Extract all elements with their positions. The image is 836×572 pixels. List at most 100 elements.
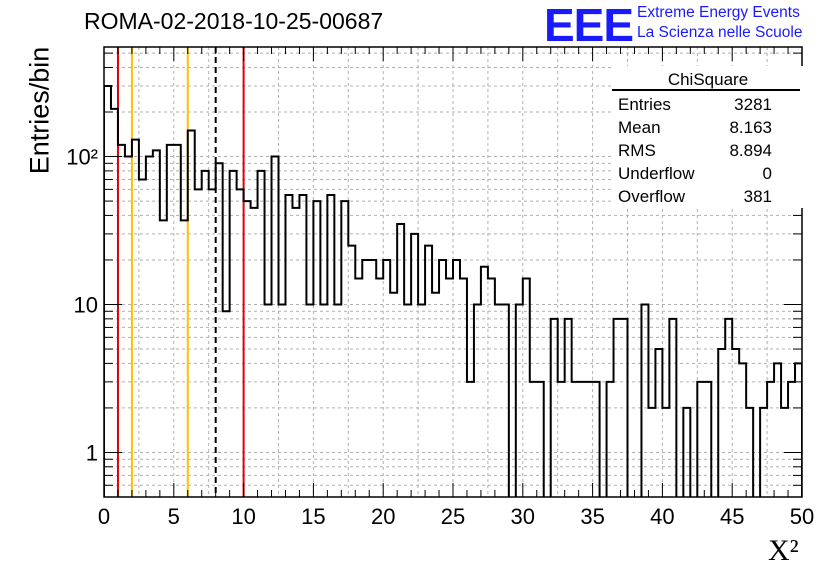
histogram-bin: [558, 382, 565, 497]
x-tick-label: 50: [790, 504, 814, 529]
histogram-bin: [202, 171, 209, 497]
x-tick-label: 25: [441, 504, 465, 529]
histogram-bin: [565, 319, 572, 497]
histogram-bin: [683, 408, 690, 497]
histogram-bin: [139, 179, 146, 497]
histogram-bin: [299, 195, 306, 497]
eee-logo: EEE: [544, 0, 634, 51]
histogram-bin: [181, 220, 188, 497]
histogram-bin: [467, 382, 474, 497]
histogram-bin: [313, 201, 320, 497]
histogram-bin: [697, 382, 704, 497]
histogram-bin: [397, 224, 404, 497]
histogram-bin: [446, 278, 453, 497]
histogram-bin: [746, 408, 753, 497]
histogram-bin: [327, 195, 334, 497]
histogram-bin: [439, 260, 446, 497]
histogram-bin: [306, 305, 313, 497]
histogram-bin: [195, 189, 202, 497]
histogram-bin: [488, 278, 495, 497]
histogram-bin: [704, 382, 711, 497]
x-tick-label: 15: [301, 504, 325, 529]
histogram-bin: [425, 246, 432, 497]
histogram-bin: [732, 349, 739, 497]
histogram-bin: [432, 293, 439, 497]
stats-value: 8.894: [729, 141, 772, 160]
histogram-bin: [579, 382, 586, 497]
histogram-bin: [537, 382, 544, 497]
x-tick-label: 0: [98, 504, 110, 529]
histogram-bin: [223, 311, 230, 497]
chart-title: ROMA-02-2018-10-25-00687: [84, 8, 384, 34]
histogram-bin: [390, 293, 397, 497]
histogram-bin: [348, 246, 355, 497]
histogram-bin: [669, 319, 676, 497]
histogram-bin: [655, 349, 662, 497]
histogram-bin: [404, 305, 411, 497]
histogram-bin: [355, 278, 362, 497]
histogram-bin: [167, 145, 174, 497]
histogram-bin: [118, 145, 125, 497]
histogram-bin: [572, 382, 579, 497]
histogram-bin: [237, 189, 244, 497]
histogram-bin: [411, 234, 418, 497]
stats-label: Entries: [618, 95, 671, 114]
histogram-bin: [453, 260, 460, 497]
histogram-bin: [474, 305, 481, 497]
y-tick-label: 10²: [66, 145, 98, 170]
histogram-bin: [216, 163, 223, 497]
histogram-bin: [495, 305, 502, 497]
histogram-bin: [795, 363, 802, 497]
histogram-bin: [593, 382, 600, 497]
histogram-bin: [767, 382, 774, 497]
histogram-bin: [530, 382, 537, 497]
histogram-bin: [369, 260, 376, 497]
x-tick-label: 35: [580, 504, 604, 529]
x-tick-label: 45: [720, 504, 744, 529]
histogram-bin: [251, 208, 258, 497]
y-tick-label: 10: [74, 293, 98, 318]
histogram-bin: [383, 260, 390, 497]
x-axis-label: X²: [768, 534, 799, 567]
histogram-bin: [362, 260, 369, 497]
histogram-bin: [662, 408, 669, 497]
histogram-bin: [341, 201, 348, 497]
x-tick-label: 40: [650, 504, 674, 529]
histogram-bin: [621, 319, 628, 497]
histogram-bin: [104, 86, 111, 497]
stats-label: Mean: [618, 118, 661, 137]
histogram-bin: [272, 157, 279, 497]
histogram-bin: [788, 382, 795, 497]
histogram-bin: [586, 382, 593, 497]
histogram-bin: [125, 157, 132, 497]
histogram-bin: [279, 305, 286, 497]
histogram-bin: [739, 363, 746, 497]
histogram-bin: [111, 109, 118, 497]
stats-label: Underflow: [618, 164, 695, 183]
histogram-bin: [230, 171, 237, 497]
x-tick-label: 10: [231, 504, 255, 529]
logo-line-2: La Scienza nelle Scuole: [637, 24, 803, 41]
histogram-bin: [320, 305, 327, 497]
histogram-bin: [209, 189, 216, 497]
histogram-bin: [153, 150, 160, 497]
histogram-bin: [760, 408, 767, 497]
histogram-bin: [244, 201, 251, 497]
x-tick-label: 20: [371, 504, 395, 529]
x-tick-label: 5: [168, 504, 180, 529]
histogram-bin: [551, 319, 558, 497]
histogram-bin: [418, 305, 425, 497]
histogram-bin: [516, 305, 523, 497]
histogram-bin: [774, 363, 781, 497]
histogram-bin: [523, 278, 530, 497]
histogram-bin: [334, 305, 341, 497]
logo-line-1: Extreme Energy Events: [637, 4, 800, 21]
stats-value: 381: [744, 187, 772, 206]
stats-title: ChiSquare: [668, 70, 748, 89]
histogram-bin: [292, 208, 299, 497]
stats-value: 0: [763, 164, 772, 183]
histogram-bin: [502, 305, 509, 497]
histogram-bin: [614, 319, 621, 497]
histogram-bin: [188, 130, 195, 497]
